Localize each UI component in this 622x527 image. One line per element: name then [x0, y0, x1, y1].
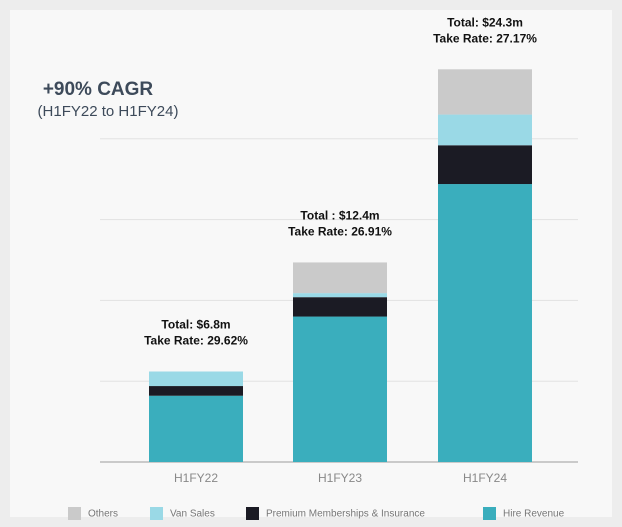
legend-label: Others: [88, 509, 118, 520]
legend-label: Hire Revenue: [503, 509, 565, 520]
bar-segment: [293, 316, 387, 462]
bar-label: Total: $24.3m: [447, 15, 523, 29]
bar-segment: [293, 297, 387, 317]
legend-swatch: [150, 507, 163, 520]
x-tick-label: H1FY22: [174, 471, 218, 485]
bar-label: Take Rate: 27.17%: [433, 31, 537, 45]
chart-title: +90% CAGR: [43, 79, 154, 100]
bar-segment: [438, 184, 532, 462]
bar-label: Take Rate: 29.62%: [144, 334, 248, 348]
bar-segment: [438, 69, 532, 115]
legend-swatch: [246, 507, 259, 520]
bar-label: Total : $12.4m: [300, 209, 379, 223]
bar-segment: [293, 293, 387, 298]
legend-swatch: [68, 507, 81, 520]
bar-segment: [438, 114, 532, 146]
x-tick-label: H1FY24: [463, 471, 507, 485]
bar-segment: [438, 145, 532, 185]
bar-label: Take Rate: 26.91%: [288, 225, 392, 239]
chart-subtitle: (H1FY22 to H1FY24): [38, 103, 179, 120]
bar-segment: [149, 371, 243, 387]
bar-label: Total: $6.8m: [161, 318, 230, 332]
x-tick-label: H1FY23: [318, 471, 362, 485]
legend-label: Premium Memberships & Insurance: [266, 509, 425, 520]
legend-swatch: [483, 507, 496, 520]
bar-segment: [293, 262, 387, 294]
bar-segment: [149, 386, 243, 396]
bar-segment: [149, 395, 243, 462]
legend-label: Van Sales: [170, 509, 215, 520]
